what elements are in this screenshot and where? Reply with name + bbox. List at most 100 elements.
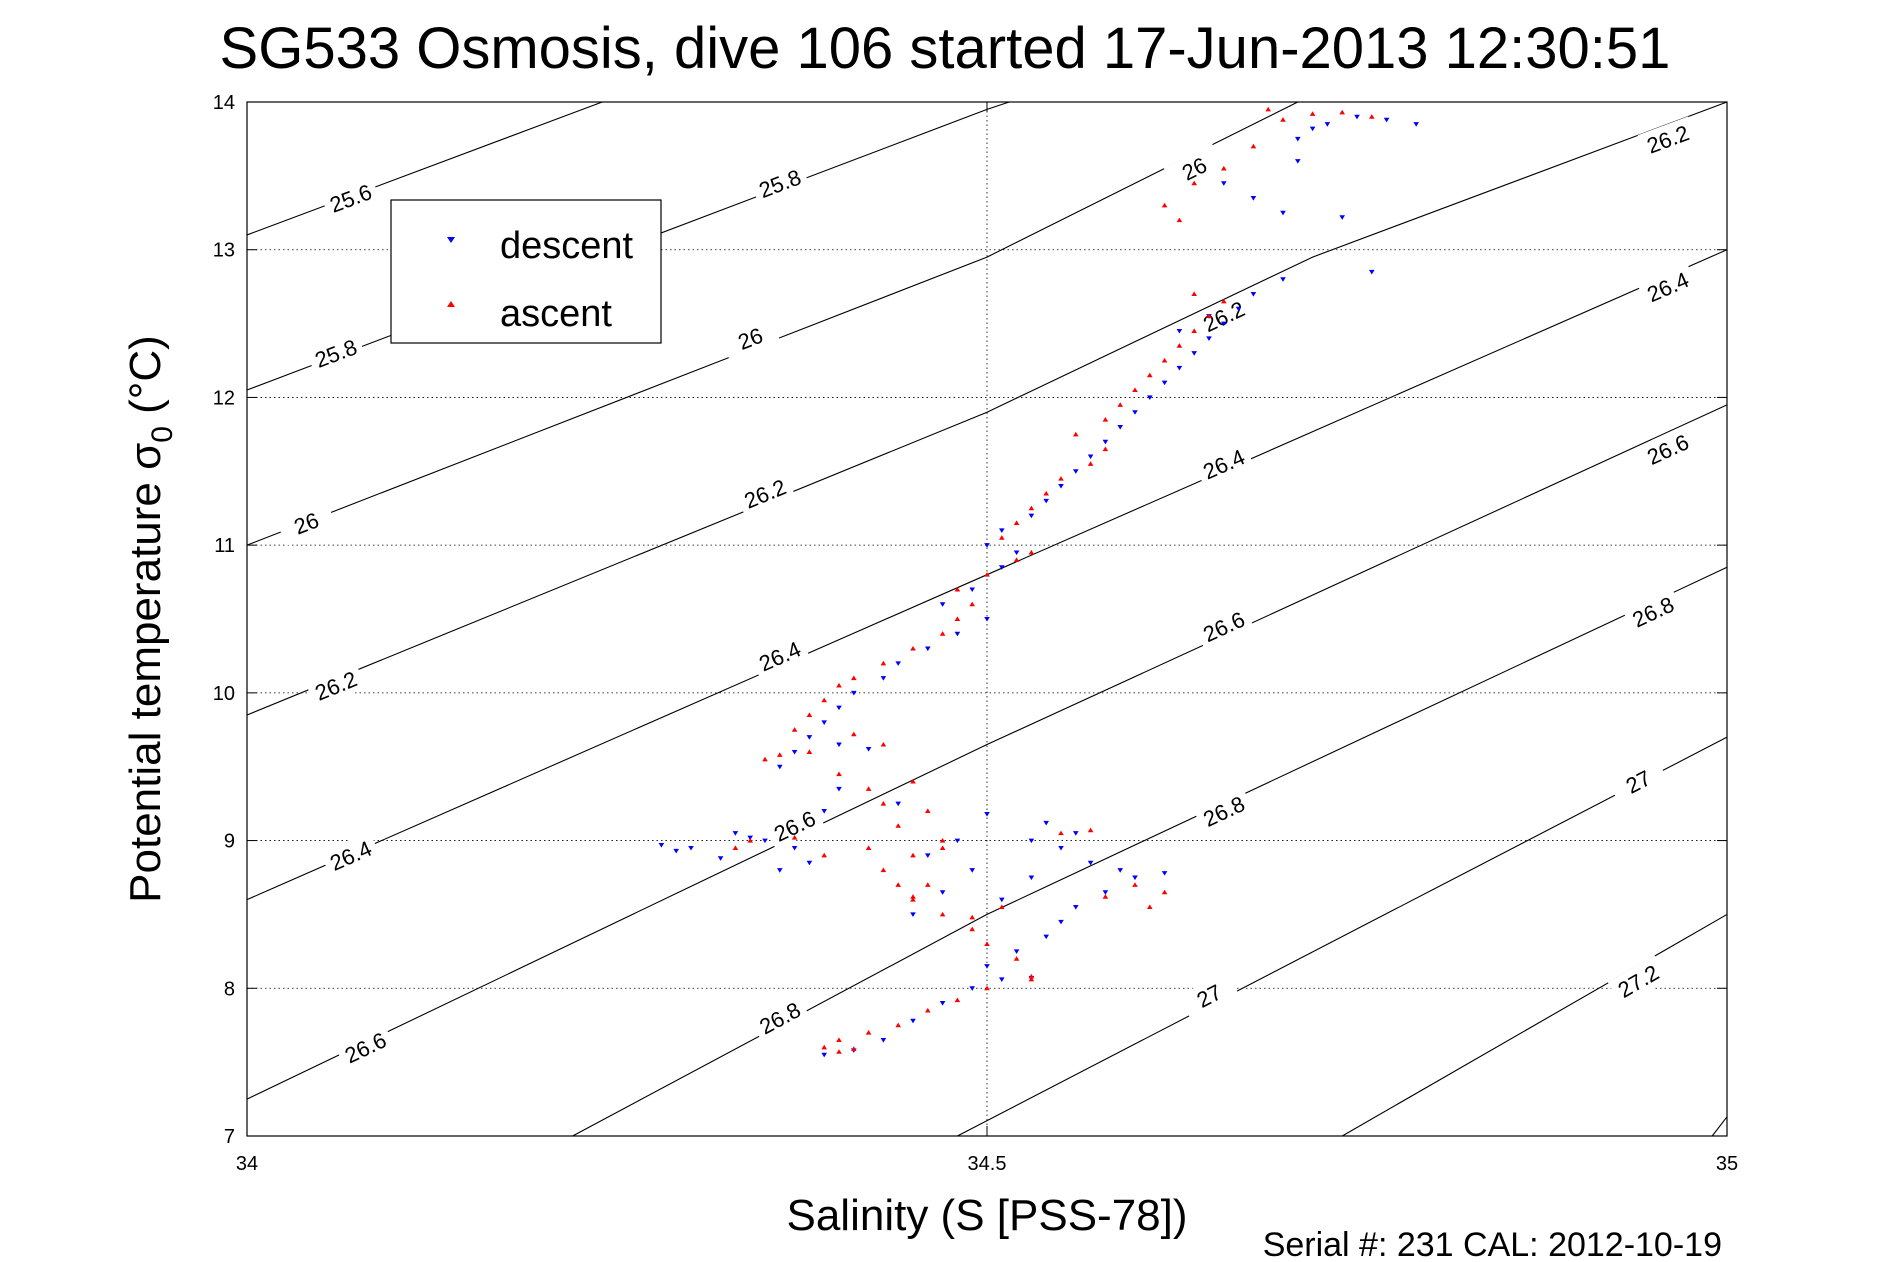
ascent-point xyxy=(925,882,931,887)
descent-point xyxy=(1206,336,1212,341)
ascent-point xyxy=(1132,387,1138,393)
ascent-point xyxy=(1206,313,1212,319)
ascent-point xyxy=(1147,372,1153,378)
ascent-point xyxy=(1369,114,1375,119)
descent-point xyxy=(984,964,990,969)
descent-point xyxy=(895,801,901,807)
ascent-point xyxy=(1058,476,1064,481)
ascent-point xyxy=(836,1037,842,1042)
ascent-point xyxy=(1087,827,1094,833)
ascent-point xyxy=(939,837,946,843)
ascent-point xyxy=(954,616,961,621)
descent-point xyxy=(1043,934,1049,940)
ascent-point xyxy=(836,1049,842,1054)
y-tick-label: 8 xyxy=(224,978,235,1000)
y-tick-label: 12 xyxy=(213,387,235,409)
ascent-point xyxy=(1309,111,1316,116)
ascent-point xyxy=(1191,291,1197,297)
ascent-point xyxy=(1013,520,1020,525)
y-tick-label: 11 xyxy=(214,535,235,557)
descent-point xyxy=(821,720,827,725)
ascent-point xyxy=(1117,402,1123,407)
descent-point xyxy=(910,912,916,918)
contour-label-background xyxy=(1163,143,1225,194)
x-tick-label: 34 xyxy=(236,1153,258,1175)
ascent-point xyxy=(1043,490,1049,496)
descent-point xyxy=(999,977,1005,983)
descent-point xyxy=(821,809,827,814)
contour-label-background xyxy=(335,1023,396,1072)
descent-point xyxy=(762,838,768,844)
ascent-point xyxy=(1028,505,1035,511)
contour-label-background xyxy=(764,801,825,851)
descent-point xyxy=(836,742,842,748)
ascent-point xyxy=(836,771,842,777)
ascent-point xyxy=(865,786,872,791)
y-tick-label: 7 xyxy=(224,1126,235,1148)
descent-point xyxy=(865,746,872,752)
ascent-point xyxy=(910,778,916,784)
ascent-point xyxy=(851,675,857,681)
descent-point xyxy=(1028,513,1035,519)
descent-point xyxy=(1295,159,1301,164)
descent-point xyxy=(791,845,798,851)
descent-point xyxy=(1147,395,1153,401)
descent-point xyxy=(1161,380,1168,386)
descent-point xyxy=(1013,550,1020,556)
contour-label-background xyxy=(305,662,367,709)
ascent-point xyxy=(1161,357,1168,363)
ascent-point xyxy=(969,601,975,607)
contour-line-edge xyxy=(1711,1116,1728,1137)
contour-label-background xyxy=(1193,440,1255,488)
x-tick-label: 34.5 xyxy=(968,1153,1007,1175)
descent-point xyxy=(1280,277,1286,282)
descent-point xyxy=(1161,871,1168,876)
descent-point xyxy=(777,764,783,770)
descent-point xyxy=(1369,269,1375,275)
ascent-point xyxy=(1028,973,1035,979)
descent-point xyxy=(747,835,753,841)
descent-point xyxy=(895,661,901,666)
contour-label-group: 26.2 xyxy=(305,662,367,709)
descent-point xyxy=(836,786,842,792)
ascent-point xyxy=(880,801,887,806)
contour-label-group: 26 xyxy=(275,500,337,546)
ascent-point xyxy=(1102,446,1109,452)
contour-label-background xyxy=(749,992,811,1043)
descent-point xyxy=(1073,831,1079,836)
y-tick-label: 13 xyxy=(213,240,235,262)
descent-point xyxy=(851,690,857,696)
ascent-point xyxy=(1013,956,1020,961)
descent-point xyxy=(1221,321,1227,327)
descent-point xyxy=(1058,919,1064,925)
descent-point xyxy=(673,848,679,854)
ascent-point xyxy=(895,1022,901,1028)
ascent-point xyxy=(999,535,1005,540)
ascent-point xyxy=(1221,298,1227,304)
descent-point xyxy=(925,853,931,858)
descent-point xyxy=(969,868,975,873)
descent-point xyxy=(984,617,990,622)
descent-point xyxy=(1117,868,1123,873)
descent-point xyxy=(1191,351,1197,356)
ascent-point xyxy=(910,852,916,858)
ascent-point xyxy=(880,867,887,873)
contour-label-background xyxy=(1637,116,1698,162)
descent-point xyxy=(1383,117,1390,123)
contour-label-background xyxy=(320,175,381,221)
ascent-point xyxy=(910,894,916,899)
descent-point xyxy=(1324,122,1331,127)
descent-point xyxy=(939,602,946,607)
descent-point xyxy=(1295,136,1301,142)
contour-line-27.2 xyxy=(1341,913,1728,1137)
ascent-point xyxy=(821,697,827,703)
ascent-point xyxy=(1161,889,1168,895)
ascent-point xyxy=(791,835,798,840)
descent-point xyxy=(999,897,1005,903)
ascent-point xyxy=(1265,106,1271,112)
ascent-point xyxy=(806,749,813,754)
ascent-point xyxy=(880,741,887,747)
ascent-point xyxy=(984,572,990,577)
ascent-point xyxy=(821,852,827,858)
